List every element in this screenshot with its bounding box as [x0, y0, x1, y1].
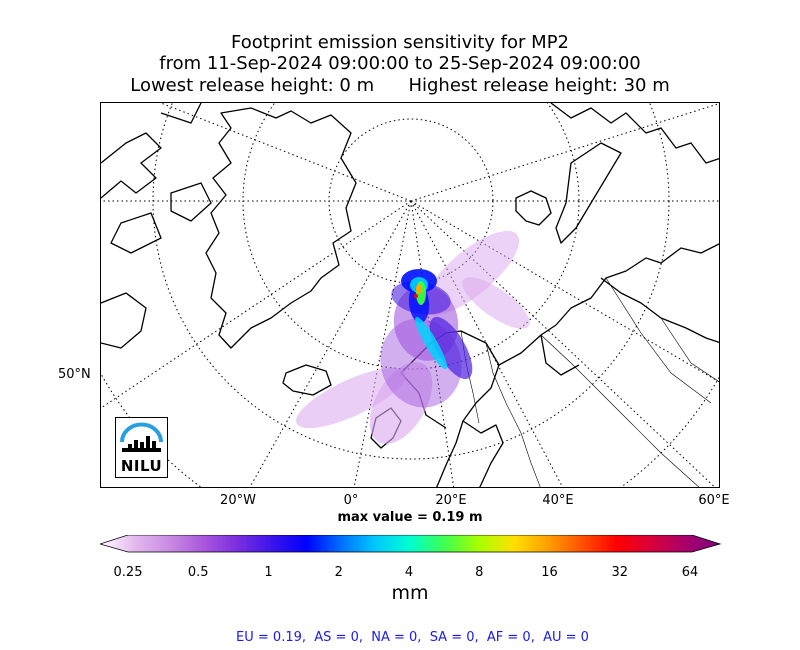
colorbar-tick-label: 2 [334, 565, 343, 580]
meridian-120w [160, 103, 412, 202]
arctic-islands-coast [101, 103, 212, 254]
plume-blob [429, 316, 473, 380]
labrador-coast [101, 292, 147, 349]
colorbar-tick-label: 0.5 [187, 565, 209, 580]
colorbar-unit: mm [391, 582, 429, 604]
lat-label-50n: 50°N [58, 367, 91, 382]
meridian-0 [353, 200, 412, 487]
map-panel: NILU [100, 102, 720, 488]
meridian-120e [410, 103, 719, 202]
novaya-zemlya-coast [555, 142, 622, 244]
colorbar [100, 535, 722, 553]
max-value-label: max value = 0.19 m [337, 510, 483, 525]
plume-blob [369, 362, 433, 444]
title-line-1: Footprint emission sensitivity for MP2 [230, 32, 569, 53]
title-line-3: Lowest release height: 0 m Highest relea… [130, 75, 670, 96]
meridian-40e [410, 200, 564, 487]
border-lines [460, 277, 719, 487]
plume-blob [414, 294, 418, 298]
colorbar-scale [100, 535, 722, 553]
meridian-20w [249, 200, 412, 487]
svalbard-coast [515, 190, 552, 226]
colorbar-tick-label: 8 [475, 565, 484, 580]
map-canvas [101, 103, 719, 487]
greenland-coast [205, 107, 357, 349]
colorbar-tick-label: 0.25 [113, 565, 143, 580]
siberia-coast [550, 103, 719, 164]
lon-label-60e: 60°E [698, 493, 730, 508]
lon-label-20w: 20°W [220, 493, 256, 508]
region-totals: EU = 0.19, AS = 0, NA = 0, SA = 0, AF = … [236, 630, 589, 645]
plume-blob [415, 316, 447, 370]
plume-blob [296, 367, 406, 429]
meridian-60e [410, 200, 716, 487]
colorbar-tick-label: 4 [404, 565, 414, 580]
russia-coast [498, 243, 719, 376]
iceland-coast [282, 364, 332, 396]
lon-label-20e: 20°E [435, 493, 467, 508]
meridian-70e [410, 200, 719, 383]
colorbar-tick-label: 32 [611, 565, 629, 580]
nilu-logo-emblem [120, 422, 163, 452]
nilu-logo: NILU [115, 417, 168, 478]
plume-blob [416, 284, 422, 294]
colorbar-tick-label: 16 [541, 565, 558, 580]
colorbar-tick-label: 64 [681, 565, 699, 580]
lon-label-0: 0° [343, 493, 359, 508]
meridian-45w [101, 200, 412, 409]
longitude-gridlines [101, 103, 719, 487]
title-line-2: from 11-Sep-2024 09:00:00 to 25-Sep-2024… [159, 53, 641, 74]
footprint-plume [296, 230, 530, 444]
plume-blob [462, 277, 530, 329]
country-borders [460, 277, 719, 487]
colorbar-tick-label: 1 [264, 565, 273, 580]
meridian-20e [410, 200, 455, 487]
lon-label-40e: 40°E [542, 493, 574, 508]
nilu-logo-text: NILU [120, 457, 163, 475]
